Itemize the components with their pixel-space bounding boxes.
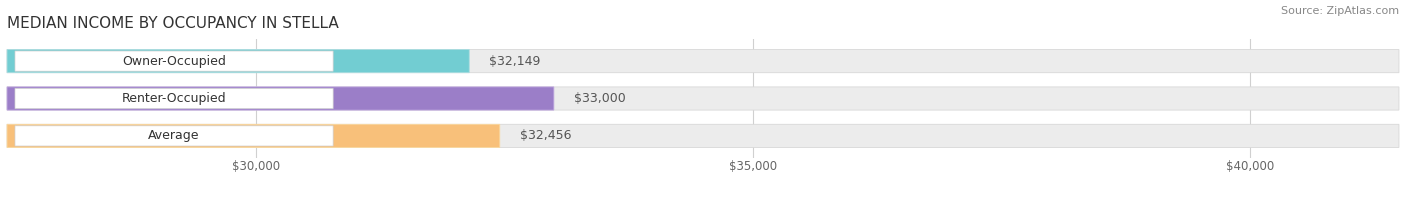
FancyBboxPatch shape <box>7 124 499 148</box>
Text: Owner-Occupied: Owner-Occupied <box>122 55 226 68</box>
Text: $32,149: $32,149 <box>489 55 540 68</box>
FancyBboxPatch shape <box>7 49 1399 73</box>
Text: Source: ZipAtlas.com: Source: ZipAtlas.com <box>1281 6 1399 16</box>
FancyBboxPatch shape <box>15 51 333 71</box>
Text: Average: Average <box>148 129 200 142</box>
FancyBboxPatch shape <box>7 87 1399 110</box>
FancyBboxPatch shape <box>15 126 333 146</box>
Text: MEDIAN INCOME BY OCCUPANCY IN STELLA: MEDIAN INCOME BY OCCUPANCY IN STELLA <box>7 16 339 31</box>
Text: $33,000: $33,000 <box>574 92 626 105</box>
Text: $32,456: $32,456 <box>520 129 571 142</box>
Text: Renter-Occupied: Renter-Occupied <box>122 92 226 105</box>
FancyBboxPatch shape <box>7 87 554 110</box>
FancyBboxPatch shape <box>15 88 333 109</box>
FancyBboxPatch shape <box>7 49 470 73</box>
FancyBboxPatch shape <box>7 124 1399 148</box>
